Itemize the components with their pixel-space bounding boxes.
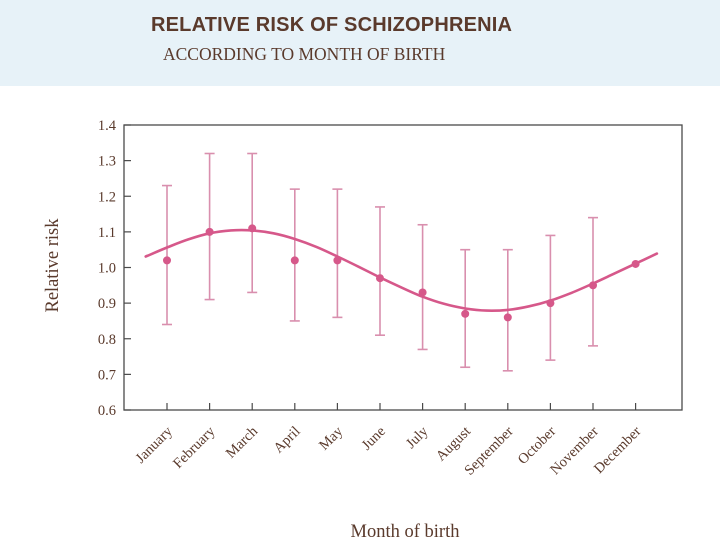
chart-title: RELATIVE RISK OF SCHIZOPHRENIA — [151, 14, 513, 36]
y-tick-label: 1.1 — [98, 225, 116, 241]
plot-frame — [123, 124, 683, 411]
y-tick-label: 1.0 — [98, 261, 116, 277]
y-tick-label: 1.2 — [98, 189, 116, 205]
y-tick-label: 0.7 — [98, 367, 116, 383]
x-tick-label: May — [316, 423, 347, 454]
y-tick-label: 0.8 — [98, 332, 116, 348]
x-tick-label: July — [403, 423, 432, 452]
y-tick-label: 0.9 — [98, 296, 116, 312]
header-banner: RELATIVE RISK OF SCHIZOPHRENIA ACCORDING… — [0, 0, 720, 86]
data-point — [163, 256, 171, 265]
x-tick-label: December — [591, 423, 645, 477]
x-tick-label: August — [433, 424, 474, 465]
x-tick-label: February — [170, 423, 219, 472]
x-tick-label: June — [359, 424, 389, 454]
data-point — [290, 256, 299, 265]
y-tick-label: 1.4 — [98, 118, 117, 134]
data-point — [631, 259, 640, 268]
x-tick-label: March — [223, 423, 262, 462]
data-point — [503, 313, 512, 322]
data-point — [418, 288, 427, 297]
chart-subtitle: ACCORDING TO MONTH OF BIRTH — [163, 44, 446, 64]
data-point — [461, 309, 470, 318]
data-point — [333, 256, 342, 265]
x-axis-label: Month of birth — [351, 522, 460, 540]
data-point — [248, 224, 257, 233]
data-point — [546, 299, 555, 308]
fit-curve — [144, 228, 659, 312]
data-point — [205, 227, 214, 236]
plot-area: 0.60.70.80.91.01.11.21.31.4JanuaryFebrua… — [43, 118, 683, 540]
y-axis-label: Relative risk — [43, 218, 63, 313]
data-point — [589, 281, 597, 290]
y-tick-label: 0.6 — [98, 403, 116, 419]
y-tick-label: 1.3 — [98, 154, 116, 170]
data-point — [376, 274, 384, 283]
x-tick-label: April — [271, 424, 304, 457]
